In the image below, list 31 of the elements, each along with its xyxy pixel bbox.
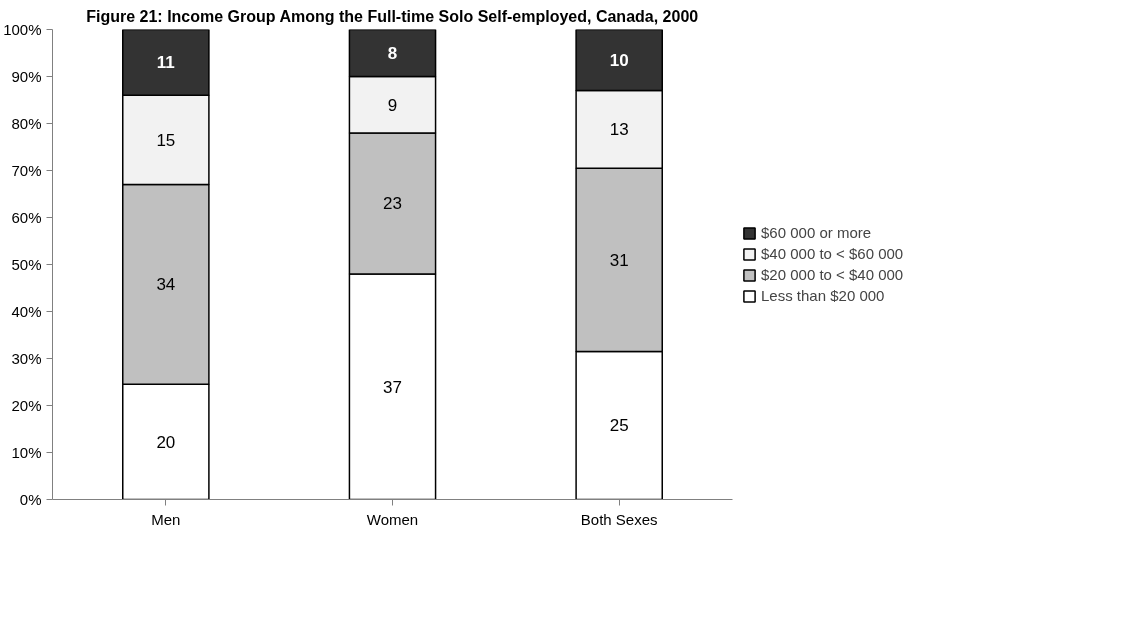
annotation: 15: [156, 130, 176, 150]
y-tick-label: 70%: [11, 162, 42, 179]
legend-label: $40 000 to < $60 000: [761, 245, 904, 262]
legend-label: $20 000 to < $40 000: [761, 266, 904, 283]
y-tick-label: 30%: [11, 350, 42, 367]
annotation: 10: [609, 51, 629, 71]
y-tick-label: 40%: [11, 303, 42, 320]
y-tick-label: 0%: [19, 491, 42, 508]
annotation: 31: [609, 250, 629, 270]
annotation: 11: [156, 53, 175, 73]
annotation: 37: [383, 377, 402, 397]
annotation: 8: [387, 44, 398, 63]
chart-title: Figure 21: Income Group Among the Full-time Solo Self-employed, Canada, 2000: [86, 7, 699, 25]
y-tick-label: 80%: [11, 115, 42, 132]
legend-label: $60 000 or more: [761, 224, 872, 241]
annotation: 25: [609, 416, 629, 436]
y-tick-label: 20%: [11, 397, 42, 414]
annotation: 13: [609, 120, 629, 140]
y-tick-label: 100%: [3, 21, 42, 38]
annotation: 20: [156, 432, 176, 452]
x-tick-label: Both Sexes: [580, 510, 658, 528]
annotation: 9: [387, 95, 398, 115]
y-tick-label: 60%: [11, 209, 42, 226]
y-tick-label: 90%: [11, 68, 42, 85]
y-tick-label: 50%: [11, 256, 42, 273]
x-tick-label: Men: [151, 510, 181, 528]
y-tick-label: 10%: [11, 444, 42, 461]
annotation: 23: [383, 194, 402, 214]
legend-label: Less than $20 000: [761, 287, 885, 304]
annotation: 34: [156, 275, 176, 295]
x-tick-label: Women: [366, 510, 419, 528]
